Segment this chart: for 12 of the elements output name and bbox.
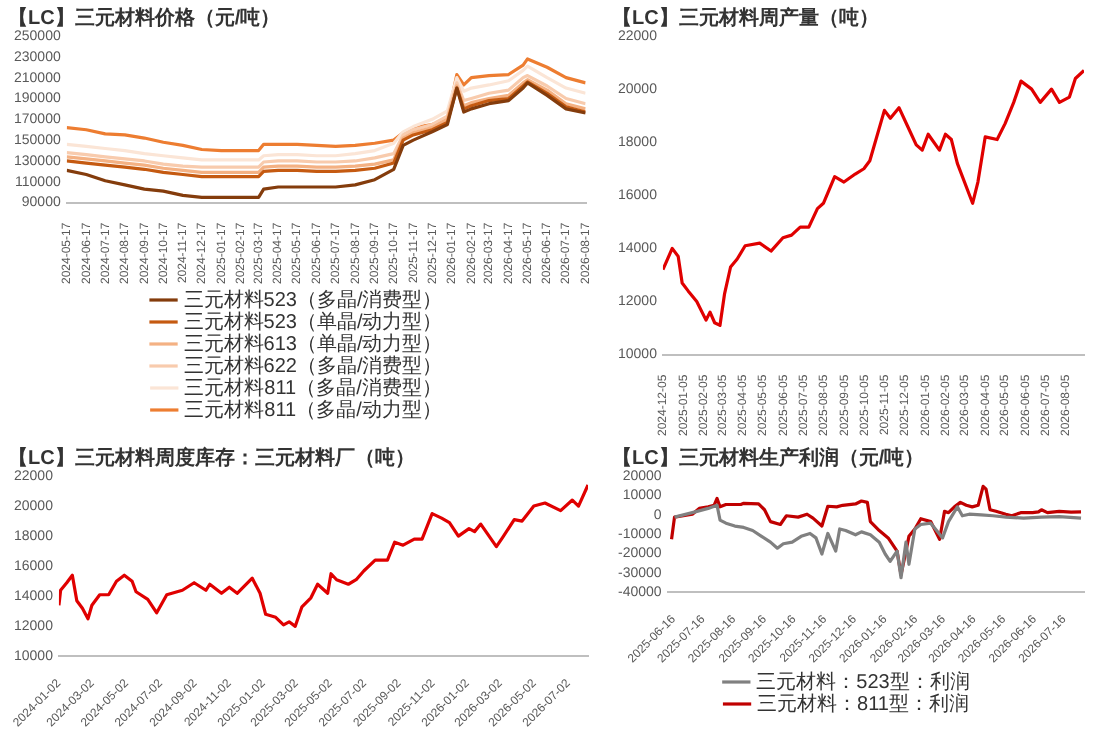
chart-title: 【LC】三元材料生产利润（元/吨） — [612, 445, 925, 470]
legend-label: 三元材料：811型：利润 — [757, 691, 969, 716]
legend-label: 三元材料523（多晶/消费型） — [183, 287, 443, 312]
legend-label: 三元材料811（多晶/动力型） — [184, 397, 442, 422]
legend-label: 三元材料613（单晶/动力型） — [183, 331, 443, 356]
chart-title: 【LC】三元材料周度库存：三元材料厂（吨） — [8, 445, 415, 470]
chart-title: 【LC】三元材料价格（元/吨） — [8, 5, 281, 30]
chart-title: 【LC】三元材料周产量（吨） — [612, 5, 879, 30]
legend-label: 三元材料：523型：利润 — [756, 669, 970, 694]
legend-label: 三元材料523（单晶/动力型） — [183, 309, 443, 334]
legend-label: 三元材料811（多晶/消费型） — [184, 375, 442, 400]
legend-label: 三元材料622（多晶/消费型） — [183, 353, 443, 378]
